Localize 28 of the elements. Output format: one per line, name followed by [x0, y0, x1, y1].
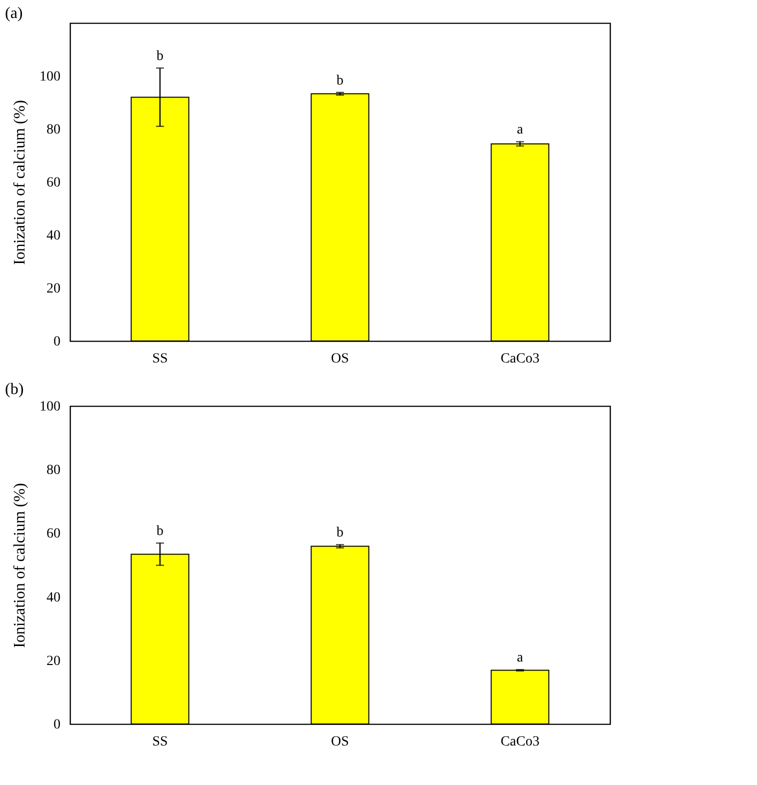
x-tick-label: CaCo3 — [500, 352, 540, 366]
y-tick-label: 80 — [46, 463, 60, 478]
y-tick-label: 100 — [40, 70, 60, 84]
annotation: a — [516, 122, 524, 138]
chart-title: (b) — [5, 381, 24, 398]
x-tick-label: SS — [152, 352, 168, 366]
y-tick-label: 100 — [40, 400, 60, 414]
x-tick-label: OS — [331, 734, 349, 750]
y-axis-title: Ionization of calcium (%) — [12, 483, 28, 648]
chart-title: (a) — [5, 5, 23, 22]
annotation: b — [156, 524, 164, 540]
y-tick-label: 60 — [46, 176, 60, 190]
y-axis-title: Ionization of calcium (%) — [12, 100, 28, 265]
x-tick-label: SS — [152, 734, 168, 750]
y-tick-label: 20 — [46, 654, 60, 669]
annotation: b — [336, 526, 344, 541]
annotation: b — [336, 73, 344, 88]
x-tick-label: CaCo3 — [500, 734, 540, 750]
y-tick-label: 0 — [54, 718, 60, 732]
y-tick-label: 0 — [54, 334, 60, 350]
annotation: a — [516, 650, 524, 666]
y-tick-label: 20 — [46, 282, 60, 296]
y-tick-label: 40 — [46, 228, 60, 244]
y-tick-label: 60 — [46, 526, 60, 542]
y-tick-label: 80 — [46, 122, 60, 138]
y-tick-label: 40 — [46, 590, 60, 606]
x-tick-label: OS — [331, 352, 349, 366]
annotation: b — [156, 49, 164, 64]
